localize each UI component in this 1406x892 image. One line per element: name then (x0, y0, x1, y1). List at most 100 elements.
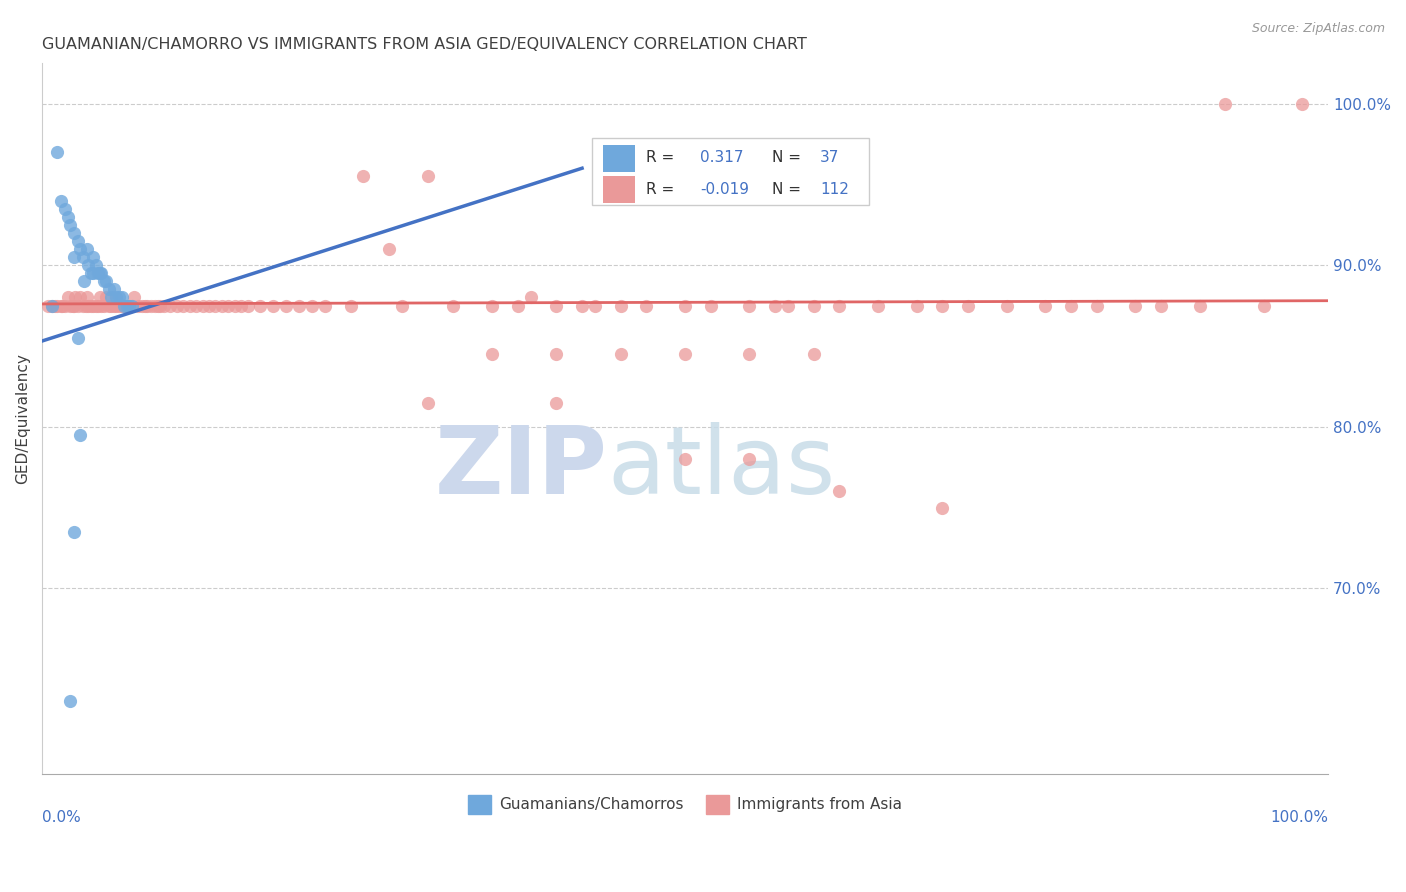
Point (186, 299, 208, 313)
Point (391, 299, 413, 313)
Point (73, 274, 96, 288)
Point (56, 210, 79, 224)
Point (931, 299, 953, 313)
Point (100, 299, 122, 313)
Point (191, 299, 214, 313)
Point (127, 299, 149, 313)
Text: 0.0%: 0.0% (42, 810, 80, 825)
Point (51, 299, 73, 313)
Point (1213, 96, 1236, 111)
Point (69, 242, 91, 256)
Point (69, 427, 91, 442)
Point (121, 299, 143, 313)
Point (1123, 299, 1146, 313)
Point (118, 299, 141, 313)
Point (481, 299, 503, 313)
Point (84, 258, 107, 272)
Point (77, 258, 100, 272)
Point (136, 299, 159, 313)
Point (94, 274, 117, 288)
Point (84, 299, 107, 313)
Legend: Guamanians/Chamorros, Immigrants from Asia: Guamanians/Chamorros, Immigrants from As… (463, 789, 908, 820)
Point (90, 266, 112, 280)
Point (97, 282, 120, 296)
Point (97, 299, 120, 313)
Text: -0.019: -0.019 (700, 182, 749, 197)
Point (763, 299, 786, 313)
Point (416, 169, 439, 184)
Point (115, 299, 138, 313)
Point (66, 331, 89, 345)
Point (211, 299, 233, 313)
Point (159, 299, 181, 313)
Point (571, 299, 593, 313)
Point (673, 452, 696, 467)
Point (90, 299, 112, 313)
Point (236, 299, 259, 313)
Point (301, 299, 323, 313)
Point (121, 299, 143, 313)
Point (609, 299, 631, 313)
Point (1085, 299, 1108, 313)
Point (866, 299, 889, 313)
Point (49, 194, 72, 208)
Point (288, 299, 311, 313)
Point (931, 500, 953, 515)
Point (103, 282, 125, 296)
Point (546, 299, 568, 313)
Point (738, 347, 761, 361)
Text: atlas: atlas (607, 423, 837, 515)
Point (636, 299, 658, 313)
Point (352, 169, 374, 184)
Point (105, 299, 128, 313)
Point (609, 347, 631, 361)
Point (803, 347, 825, 361)
Point (44, 299, 66, 313)
Point (506, 299, 529, 313)
Point (179, 299, 201, 313)
Point (108, 290, 131, 304)
Point (59, 218, 82, 232)
Text: R =: R = (647, 150, 679, 165)
Point (65, 290, 87, 304)
Point (198, 299, 221, 313)
FancyBboxPatch shape (603, 145, 634, 172)
Point (699, 299, 721, 313)
Point (59, 299, 82, 313)
Point (100, 290, 122, 304)
Point (89, 266, 111, 280)
Point (416, 395, 439, 409)
Point (75, 299, 97, 313)
Point (481, 347, 503, 361)
Point (149, 299, 172, 313)
Point (546, 347, 568, 361)
Point (105, 290, 128, 304)
Point (41, 299, 63, 313)
Point (134, 299, 156, 313)
Point (131, 299, 153, 313)
Point (1150, 299, 1173, 313)
Point (124, 290, 146, 304)
Point (673, 299, 696, 313)
Point (828, 484, 851, 499)
Point (995, 299, 1018, 313)
Point (583, 299, 606, 313)
Text: ZIP: ZIP (434, 423, 607, 515)
Point (1291, 96, 1313, 111)
Point (94, 290, 117, 304)
Point (1060, 299, 1083, 313)
Point (37, 299, 59, 313)
Text: N =: N = (772, 150, 806, 165)
Point (262, 299, 284, 313)
Point (87, 299, 110, 313)
Text: 0.317: 0.317 (700, 150, 744, 165)
Point (276, 299, 298, 313)
Point (673, 347, 696, 361)
Point (441, 299, 464, 313)
Y-axis label: GED/Equivalency: GED/Equivalency (15, 353, 30, 484)
Point (76, 290, 98, 304)
Text: GUAMANIAN/CHAMORRO VS IMMIGRANTS FROM ASIA GED/EQUIVALENCY CORRELATION CHART: GUAMANIAN/CHAMORRO VS IMMIGRANTS FROM AS… (42, 37, 807, 53)
Point (49, 299, 72, 313)
FancyBboxPatch shape (603, 177, 634, 203)
Point (139, 299, 162, 313)
